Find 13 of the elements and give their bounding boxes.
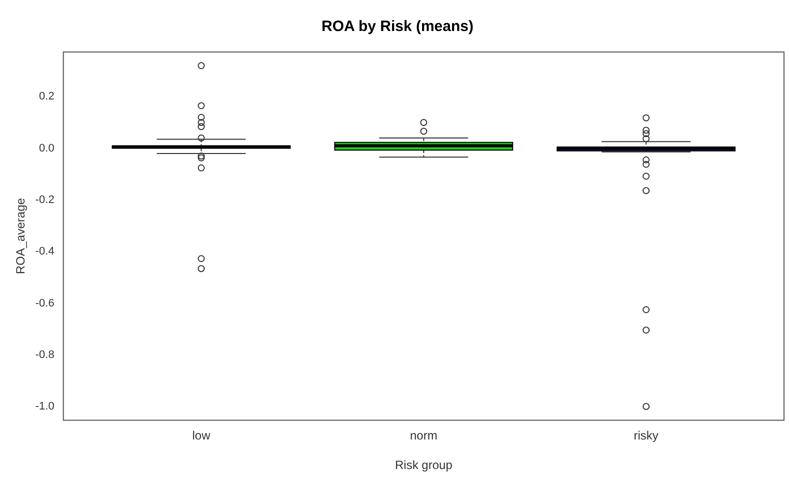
y-tick-label: 0.0 xyxy=(39,142,54,154)
y-tick-label: -1.0 xyxy=(35,400,54,413)
x-axis-title: Risk group xyxy=(395,458,453,472)
x-tick-label: low xyxy=(192,428,211,443)
y-tick-label: -0.6 xyxy=(35,297,54,310)
x-tick-label: risky xyxy=(634,428,658,443)
x-tick-label: norm xyxy=(410,428,438,443)
y-tick-label: -0.2 xyxy=(35,194,54,206)
y-tick-label: 0.2 xyxy=(39,90,54,103)
y-tick-label: -0.8 xyxy=(35,348,54,361)
chart-title: ROA by Risk (means) xyxy=(322,18,474,36)
y-axis-title: ROA_average xyxy=(14,198,28,274)
y-tick-label: -0.4 xyxy=(35,246,54,258)
